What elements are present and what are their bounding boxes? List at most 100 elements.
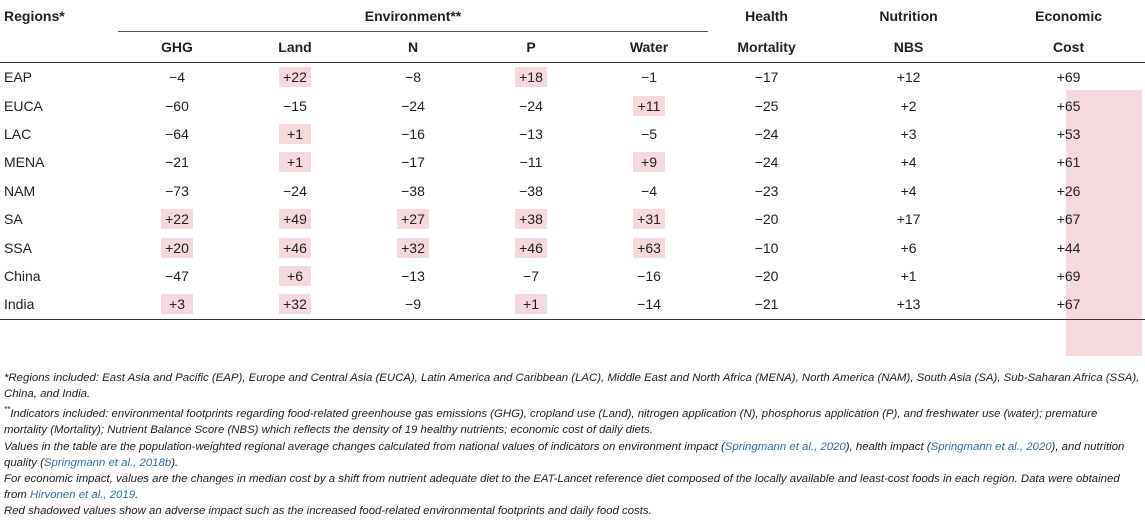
land-value: +46 [279,237,311,258]
cost-cell: +65 [992,91,1145,119]
land-value: +22 [279,67,311,88]
header-ghg: GHG [118,31,236,63]
water-cell: +11 [590,91,708,119]
region-cell: MENA [4,154,45,171]
mortality-cell: −21 [708,290,826,320]
footnote-regions: *Regions included: East Asia and Pacific… [4,372,1140,401]
n-cell: −8 [354,63,472,92]
region-cell: LAC [4,125,32,142]
nbs-cell: +13 [825,290,993,320]
water-cell: +9 [590,148,708,176]
ref-link[interactable]: Springmann et al., 2020 [724,440,846,453]
n-cell: −38 [354,177,472,205]
cost-value: +69 [1056,267,1081,284]
n-value: +27 [397,209,429,230]
cost-value: +69 [1056,69,1081,86]
header-environment: Environment** [118,0,709,32]
cost-cell: +67 [992,205,1145,233]
ghg-value: +3 [161,294,193,315]
p-cell: −11 [472,148,590,176]
p-value: +18 [515,67,547,88]
header-health: Health [745,7,788,24]
land-value: −15 [283,97,307,114]
water-value: −5 [641,125,658,142]
table-row: EAP −4 +22 −8 +18 −1 −17 +12 +69 [0,63,1145,92]
nbs-cell: +1 [825,262,992,290]
table-row: EUCA −60 −15 −24 −24 +11 −25 +2 +65 [0,91,1145,119]
ref-link[interactable]: Hirvonen et al., 2019 [29,489,136,502]
water-cell: −14 [590,290,709,320]
footnote-indicators: **Indicators included: environmental foo… [4,405,1098,437]
nbs-cell: +3 [825,120,992,148]
footnote-economic: For economic impact, values are the chan… [4,473,1120,502]
water-value: −1 [641,69,658,86]
header-economic: Economic [1035,7,1103,24]
ref-link[interactable]: Springmann et al., 2020 [930,440,1052,453]
nbs-cell: +6 [825,233,992,261]
water-value: +9 [633,152,666,173]
n-cell: +27 [354,205,472,233]
region-cell: India [0,290,118,320]
cost-cell: +69 [992,63,1145,92]
land-value: +49 [279,209,311,230]
ghg-cell: −4 [118,63,236,92]
mortality-cell: −24 [708,148,825,176]
table-row: India +3 +32 −9 +1 −14 −21 +13 +67 [0,290,1145,320]
mortality-value: −20 [754,267,779,284]
table-row: LAC −64 +1 −16 −13 −5 −24 +3 +53 [0,120,1145,148]
cost-cell: +53 [992,120,1145,148]
p-cell: −38 [472,177,590,205]
cost-value: +65 [1056,97,1081,114]
results-table: Regions* Environment** Health Nutrition … [0,0,1145,320]
cost-cell: +26 [992,177,1145,205]
water-cell: −4 [590,177,708,205]
ghg-cell: −47 [118,262,236,290]
water-cell: −1 [590,63,708,92]
nbs-value: +3 [900,125,917,142]
nbs-cell: +4 [825,148,992,176]
cost-value: +61 [1056,154,1081,171]
ghg-cell: −64 [118,120,236,148]
land-cell: +1 [236,120,354,148]
p-cell: +18 [472,63,590,92]
nbs-value: +1 [900,267,917,284]
p-cell: −24 [472,91,590,119]
table-row: SSA +20 +46 +32 +46 +63 −10 +6 +44 [0,233,1145,261]
nbs-value: +4 [900,154,917,171]
table-row: SA +22 +49 +27 +38 +31 −20 +17 +67 [0,205,1145,233]
cost-value: +67 [1056,296,1081,313]
land-cell: +6 [236,262,354,290]
mortality-value: −24 [754,125,779,142]
header-nbs: NBS [825,31,993,63]
ghg-cell: −21 [118,148,236,176]
footnote-values: Values in the table are the population-w… [4,440,1125,469]
n-value: −13 [401,267,425,284]
p-value: −38 [519,182,543,199]
land-cell: −24 [236,177,354,205]
ghg-value: −21 [165,154,189,171]
header-blank [0,31,118,63]
n-cell: −13 [354,262,472,290]
mortality-value: −25 [754,97,779,114]
nbs-value: +12 [896,69,921,86]
water-value: −14 [637,296,661,313]
land-cell: +32 [236,290,354,320]
nbs-cell: +2 [825,91,992,119]
header-p: P [472,31,590,63]
n-cell: −24 [354,91,472,119]
n-cell: −9 [354,290,472,320]
cost-cell: +69 [992,262,1145,290]
land-cell: +22 [236,63,354,92]
n-value: +32 [397,237,429,258]
region-cell: NAM [4,182,36,199]
ref-link[interactable]: Springmann et al., 2018b [43,456,172,469]
nbs-cell: +17 [825,205,992,233]
land-cell: +49 [236,205,354,233]
ghg-value: −4 [169,69,185,86]
p-cell: −7 [472,262,590,290]
region-cell: China [4,267,41,284]
mortality-value: −10 [754,239,779,256]
land-cell: +46 [236,233,354,261]
water-value: +11 [633,95,666,116]
table-body: EAP −4 +22 −8 +18 −1 −17 +12 +69 EUCA −60 −15 −24 −24… [0,63,1145,320]
